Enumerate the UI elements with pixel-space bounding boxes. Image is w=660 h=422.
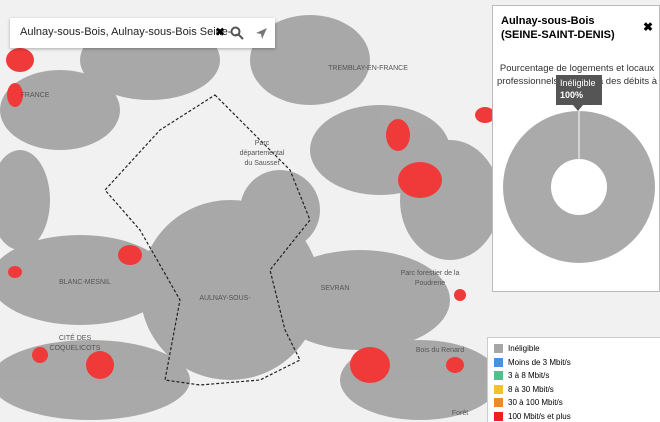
legend-label: 100 Mbit/s et plus (508, 411, 571, 421)
legend: Inéligible Moins de 3 Mbit/s 3 à 8 Mbit/s 8… (487, 337, 660, 422)
donut-segment (503, 111, 655, 263)
commune-boundary (104, 94, 311, 386)
legend-item: Inéligible (494, 343, 540, 355)
legend-swatch (494, 398, 503, 408)
place-label: FRANCE (21, 92, 50, 99)
place-label: SEVRAN (321, 285, 350, 292)
tooltip-category: Inéligible (560, 78, 596, 88)
legend-item: Moins de 3 Mbit/s (494, 357, 571, 369)
legend-swatch (494, 411, 503, 421)
search-icon[interactable] (230, 26, 244, 40)
place-label: CITÉ DES (59, 333, 92, 342)
locate-icon[interactable] (254, 26, 268, 40)
place-label: Bois du Renard (416, 347, 464, 354)
place-label: Parc (255, 140, 270, 147)
legend-label: 30 à 100 Mbit/s (508, 398, 563, 407)
legend-item: 100 Mbit/s et plus (494, 411, 571, 422)
place-label: AULNAY-SOUS- (199, 295, 251, 302)
place-label: TREMBLAY-EN-FRANCE (328, 65, 408, 72)
search-bar: Aulnay-sous-Bois, Aulnay-sous-Bois Seine… (10, 18, 275, 48)
place-label: Parc forestier de la (401, 270, 460, 277)
place-label: du Sausset (244, 160, 279, 167)
donut-chart (503, 111, 655, 263)
clear-button[interactable]: ✖ (215, 25, 226, 39)
tooltip: Inéligible 100% (556, 75, 602, 105)
place-label: Forêt (452, 410, 468, 417)
place-label: COQUELICOTS (50, 345, 101, 352)
legend-swatch (494, 357, 503, 367)
legend-swatch (494, 384, 503, 394)
tooltip-arrow (573, 105, 583, 111)
legend-item: 8 à 30 Mbit/s (494, 384, 554, 396)
legend-label: 3 à 8 Mbit/s (508, 371, 550, 380)
legend-item: 30 à 100 Mbit/s (494, 397, 563, 409)
search-input[interactable]: Aulnay-sous-Bois, Aulnay-sous-Bois Seine… (20, 26, 241, 38)
urban-areas (0, 15, 500, 420)
place-label: BLANC-MESNIL (59, 279, 111, 286)
fibre-areas (6, 48, 495, 383)
info-panel: Aulnay-sous-Bois (SEINE-SAINT-DENIS) ✖ P… (492, 5, 660, 292)
legend-swatch (494, 344, 503, 354)
legend-label: Moins de 3 Mbit/s (508, 357, 571, 367)
legend-label: 8 à 30 Mbit/s (508, 384, 554, 394)
legend-item: 3 à 8 Mbit/s (494, 370, 549, 382)
place-label: Poudrerie (415, 280, 445, 287)
legend-swatch (494, 371, 503, 381)
place-label: départemental (240, 150, 285, 157)
legend-label: Inéligible (508, 344, 540, 353)
tooltip-value: 100% (560, 90, 584, 100)
panel-title: Aulnay-sous-Bois (SEINE-SAINT-DENIS) (501, 15, 615, 41)
close-button[interactable]: ✖ (642, 20, 653, 34)
